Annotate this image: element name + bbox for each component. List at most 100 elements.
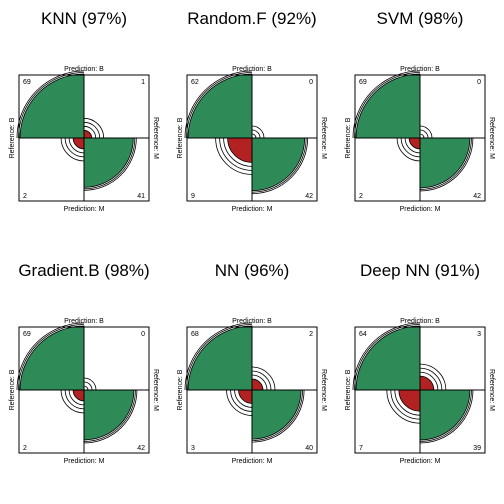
ring-arc [251, 389, 305, 443]
count-label-br: 42 [473, 193, 481, 200]
ring-arc [419, 137, 474, 192]
ring-arc [60, 389, 85, 414]
sector-br [83, 389, 135, 441]
ring-arc [230, 389, 253, 412]
ring-arc [186, 324, 253, 391]
ring-arc [251, 370, 272, 391]
top-label: Prediction: B [400, 66, 440, 73]
sector-tr [419, 375, 435, 391]
sector-tr [83, 129, 93, 139]
fourfold-panel: Gradient.B (98%) Prediction: B Prediction:… [9, 261, 159, 465]
ring-arc [83, 389, 136, 442]
ring-arc [16, 322, 85, 391]
ring-arc [16, 70, 85, 139]
bottom-label: Prediction: M [64, 206, 105, 213]
sector-br [419, 137, 471, 189]
ring-arc [419, 125, 433, 139]
ring-arc [394, 389, 421, 416]
ring-arc [223, 137, 253, 167]
ring-arc [186, 72, 253, 139]
ring-arc [68, 137, 85, 154]
bottom-label: Prediction: M [232, 206, 273, 213]
left-label: Reference: B [177, 369, 184, 410]
right-label: Reference: M [152, 369, 159, 411]
top-label: Prediction: B [232, 66, 272, 73]
ring-arc [83, 381, 93, 391]
ring-arc [60, 137, 85, 162]
ring-arc [251, 125, 265, 139]
count-label-bl: 2 [23, 445, 27, 452]
fourfold-panel: KNN (97%) Prediction: B Prediction: M Refer… [9, 9, 159, 213]
sector-bl [72, 389, 85, 402]
count-label-br: 42 [137, 445, 145, 452]
bottom-label: Prediction: M [232, 458, 273, 465]
ring-arc [419, 129, 429, 139]
sector-bl [398, 389, 421, 412]
ring-arc [396, 137, 421, 162]
ring-arc [404, 137, 421, 154]
ring-arc [352, 322, 421, 391]
ring-arc [251, 374, 268, 391]
ring-arc [184, 70, 253, 139]
ring-arc [234, 389, 253, 408]
ring-arc [83, 137, 137, 191]
ring-arc [83, 125, 97, 139]
panel-title: Random.F (92%) [187, 9, 316, 28]
ring-arc [251, 137, 309, 195]
ring-arc [352, 70, 421, 139]
count-label-tr: 1 [141, 79, 145, 86]
sector-br [419, 389, 471, 441]
ring-arc [83, 385, 89, 391]
count-label-tr: 0 [309, 79, 313, 86]
count-label-tr: 0 [141, 331, 145, 338]
count-label-tl: 69 [359, 79, 367, 86]
bottom-label: Prediction: M [400, 206, 441, 213]
right-label: Reference: M [320, 117, 327, 159]
count-label-tl: 68 [191, 331, 199, 338]
ring-arc [18, 324, 85, 391]
ring-arc [83, 389, 138, 444]
ring-arc [354, 72, 421, 139]
sector-br [251, 137, 306, 192]
ring-arc [215, 137, 253, 175]
left-label: Reference: B [177, 117, 184, 158]
bottom-label: Prediction: M [400, 458, 441, 465]
ring-arc [251, 137, 307, 193]
ring-arc [64, 137, 85, 158]
count-label-bl: 3 [191, 445, 195, 452]
count-label-tl: 62 [191, 79, 199, 86]
ring-arc [386, 389, 421, 424]
ring-arc [419, 137, 472, 190]
ring-arc [18, 72, 85, 139]
count-label-tr: 2 [309, 331, 313, 338]
ring-arc [251, 129, 261, 139]
count-label-br: 42 [305, 193, 313, 200]
top-label: Prediction: B [64, 66, 104, 73]
count-label-tl: 64 [359, 331, 367, 338]
count-label-br: 41 [137, 193, 145, 200]
count-label-bl: 7 [359, 445, 363, 452]
ring-arc [83, 117, 105, 139]
ring-arc [251, 133, 257, 139]
sector-bl [238, 389, 253, 404]
ring-arc [219, 137, 253, 171]
ring-arc [419, 389, 472, 442]
ring-arc [68, 389, 85, 406]
fourfold-panel: SVM (98%) Prediction: B Prediction: M Refer… [345, 9, 495, 213]
panel-title: NN (96%) [215, 261, 290, 280]
ring-arc [83, 137, 136, 190]
fourfold-panel: NN (96%) Prediction: B Prediction: M Refere… [177, 261, 327, 465]
count-label-tr: 0 [477, 79, 481, 86]
right-label: Reference: M [488, 369, 495, 411]
top-label: Prediction: B [400, 318, 440, 325]
panel-title: Gradient.B (98%) [18, 261, 149, 280]
ring-arc [251, 366, 276, 391]
left-label: Reference: B [345, 117, 352, 158]
sector-bl [408, 137, 421, 150]
ring-arc [419, 363, 447, 391]
ring-arc [419, 133, 425, 139]
ring-arc [184, 322, 253, 391]
ring-arc [419, 389, 474, 444]
fourfold-panel: Random.F (92%) Prediction: B Prediction: M… [177, 9, 327, 213]
